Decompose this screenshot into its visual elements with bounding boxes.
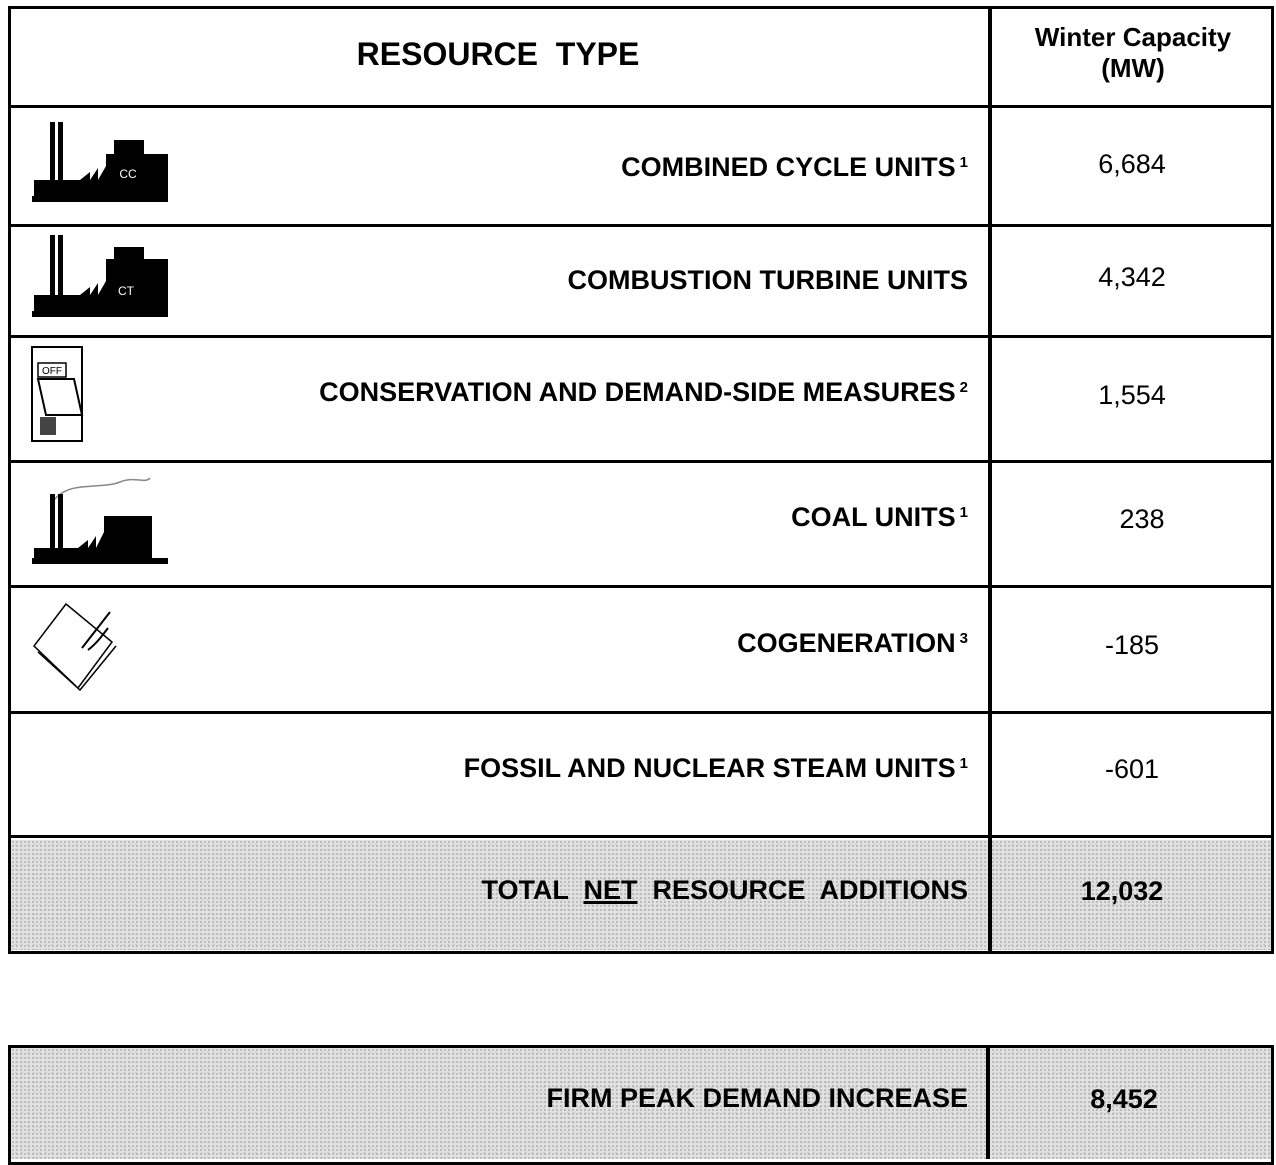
header-capacity-line: Winter Capacity bbox=[1034, 22, 1232, 52]
row-label: COGENERATION 3 bbox=[737, 628, 968, 658]
row-line bbox=[8, 224, 1274, 227]
row-value: 238 bbox=[1119, 504, 1165, 534]
switch-icon: OFF bbox=[31, 346, 84, 442]
contract-icon bbox=[32, 602, 117, 692]
row-value: -185 bbox=[1104, 630, 1160, 660]
total-value: 12,032 bbox=[1080, 876, 1164, 906]
row-line bbox=[8, 711, 1274, 714]
row-label-text: COAL UNITS bbox=[791, 502, 956, 532]
footnote-mark: 1 bbox=[959, 755, 968, 772]
row-label-text: FOSSIL AND NUCLEAR STEAM UNITS bbox=[463, 753, 956, 783]
footnote-mark: 1 bbox=[959, 154, 968, 171]
header-resource-type: RESOURCE TYPE bbox=[356, 36, 640, 72]
row-label: CONSERVATION AND DEMAND-SIDE MEASURES 2 bbox=[319, 377, 968, 407]
total-suffix: RESOURCE ADDITIONS bbox=[652, 875, 968, 905]
resource-table bbox=[8, 6, 1274, 954]
row-label-text: COGENERATION bbox=[737, 628, 956, 658]
row-line bbox=[8, 835, 1274, 838]
row-value: -601 bbox=[1104, 754, 1160, 784]
row-label: COMBINED CYCLE UNITS 1 bbox=[621, 152, 968, 182]
column-divider bbox=[986, 1045, 990, 1159]
row-value: 1,554 bbox=[1098, 380, 1166, 410]
row-value: 4,342 bbox=[1098, 262, 1166, 292]
row-label: COMBUSTION TURBINE UNITS bbox=[568, 265, 969, 295]
factory-icon: CC bbox=[32, 122, 168, 202]
total-shade bbox=[11, 840, 1271, 950]
total-emphasis: NET bbox=[583, 875, 638, 905]
header-capacity: Winter Capacity (MW) bbox=[992, 22, 1274, 84]
demand-shade bbox=[11, 1048, 1271, 1159]
row-label: COAL UNITS 1 bbox=[791, 502, 968, 532]
icon-label: OFF bbox=[42, 366, 62, 377]
footnote-mark: 3 bbox=[959, 630, 968, 647]
factory-icon: CT bbox=[32, 235, 168, 317]
column-divider bbox=[988, 6, 992, 954]
row-value: 6,684 bbox=[1098, 149, 1166, 179]
demand-label: FIRM PEAK DEMAND INCREASE bbox=[546, 1083, 968, 1113]
icon-label: CC bbox=[119, 167, 137, 181]
footnote-mark: 2 bbox=[959, 379, 968, 396]
row-label: FOSSIL AND NUCLEAR STEAM UNITS 1 bbox=[464, 753, 968, 783]
row-label-text: CONSERVATION AND DEMAND-SIDE MEASURES bbox=[319, 377, 956, 407]
row-line bbox=[8, 105, 1274, 108]
row-line bbox=[8, 335, 1274, 338]
row-label-text: COMBUSTION TURBINE UNITS bbox=[567, 265, 969, 295]
row-label-text: COMBINED CYCLE UNITS bbox=[621, 152, 956, 182]
total-prefix: TOTAL bbox=[481, 875, 569, 905]
footnote-mark: 1 bbox=[959, 504, 968, 521]
row-line bbox=[8, 460, 1274, 463]
total-label: TOTAL NET RESOURCE ADDITIONS bbox=[481, 875, 968, 905]
demand-value: 8,452 bbox=[1090, 1084, 1158, 1114]
icon-label: CT bbox=[118, 284, 135, 298]
coal-plant-icon bbox=[32, 477, 168, 564]
header-capacity-line: (MW) bbox=[1101, 53, 1165, 83]
row-line bbox=[8, 585, 1274, 588]
